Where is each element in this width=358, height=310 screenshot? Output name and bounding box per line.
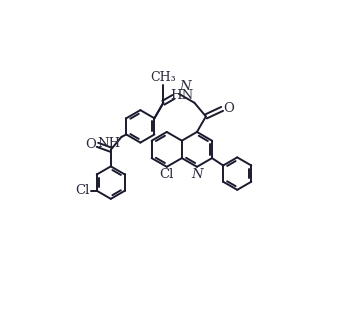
Text: Cl: Cl <box>76 184 90 197</box>
Text: N: N <box>179 80 191 93</box>
Text: NH: NH <box>98 137 121 150</box>
Text: N: N <box>191 168 203 181</box>
Text: HN: HN <box>170 89 193 102</box>
Text: CH₃: CH₃ <box>151 71 176 84</box>
Text: O: O <box>223 102 234 115</box>
Text: O: O <box>86 138 96 151</box>
Text: Cl: Cl <box>160 168 174 181</box>
